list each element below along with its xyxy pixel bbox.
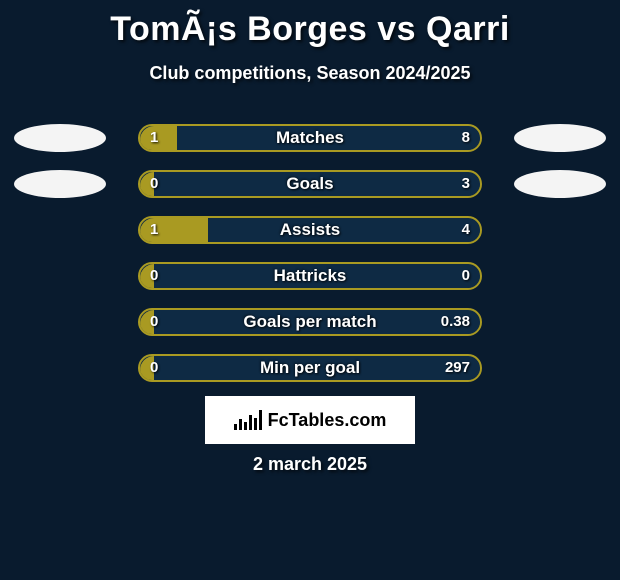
stat-bar-fill-right (154, 356, 480, 382)
generation-date: 2 march 2025 (0, 454, 620, 475)
player-left-ellipse (14, 124, 106, 152)
stat-bar-fill-left (140, 264, 154, 290)
player-right-ellipse (514, 170, 606, 198)
stat-bar-fill-left (140, 172, 154, 198)
stat-bar-fill-left (140, 218, 208, 244)
stat-bar-fill-left (140, 310, 154, 336)
stats-rows: Matches18Goals03Assists14Hattricks00Goal… (0, 118, 620, 394)
page-subtitle: Club competitions, Season 2024/2025 (0, 63, 620, 84)
stat-bar-fill-right (466, 264, 480, 290)
stat-row: Hattricks00 (0, 256, 620, 302)
stat-bar-track (138, 216, 482, 244)
stat-row: Goals per match00.38 (0, 302, 620, 348)
stat-bar-track (138, 170, 482, 198)
stat-row: Goals03 (0, 164, 620, 210)
stat-row: Assists14 (0, 210, 620, 256)
page-title: TomÃ¡s Borges vs Qarri (0, 0, 620, 49)
stat-bar-fill-left (140, 356, 154, 382)
stat-bar-track (138, 354, 482, 382)
stat-bar-track (138, 308, 482, 336)
stat-bar-fill-right (208, 218, 480, 244)
stat-bar-fill-right (154, 172, 480, 198)
fctables-logo: FcTables.com (205, 396, 415, 444)
stat-bar-track (138, 262, 482, 290)
stat-bar-fill-right (177, 126, 480, 152)
player-left-ellipse (14, 170, 106, 198)
logo-bars-icon (234, 410, 262, 430)
stat-row: Matches18 (0, 118, 620, 164)
comparison-infographic: TomÃ¡s Borges vs Qarri Club competitions… (0, 0, 620, 580)
stat-bar-track (138, 124, 482, 152)
stat-bar-fill-right (154, 310, 480, 336)
logo-text: FcTables.com (268, 410, 387, 431)
stat-row: Min per goal0297 (0, 348, 620, 394)
player-right-ellipse (514, 124, 606, 152)
stat-bar-fill-left (140, 126, 177, 152)
